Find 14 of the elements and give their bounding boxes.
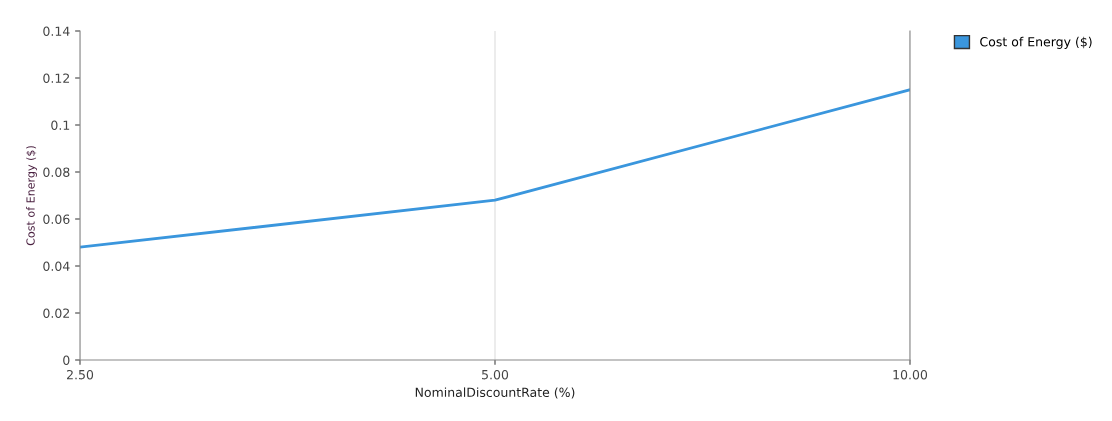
y-tick-label: 0.08 bbox=[43, 167, 70, 177]
x-axis-title: NominalDiscountRate (%) bbox=[415, 387, 575, 399]
x-tick-label: 2.50 bbox=[67, 369, 94, 380]
y-tick-label: 0.12 bbox=[43, 73, 70, 83]
y-tick-label: 0.14 bbox=[43, 26, 70, 36]
y-tick-label: 0.1 bbox=[51, 120, 70, 130]
x-tick-label: 10.00 bbox=[893, 369, 928, 380]
y-tick-label: 0 bbox=[63, 355, 70, 365]
y-tick-label: 0.04 bbox=[43, 261, 70, 271]
x-tick-label: 5.00 bbox=[482, 369, 509, 380]
y-axis-title: Cost of Energy ($) bbox=[26, 146, 37, 246]
legend-label: Cost of Energy ($) bbox=[980, 36, 1092, 49]
y-tick-label: 0.06 bbox=[43, 214, 70, 224]
y-tick-label: 0.02 bbox=[43, 308, 70, 318]
